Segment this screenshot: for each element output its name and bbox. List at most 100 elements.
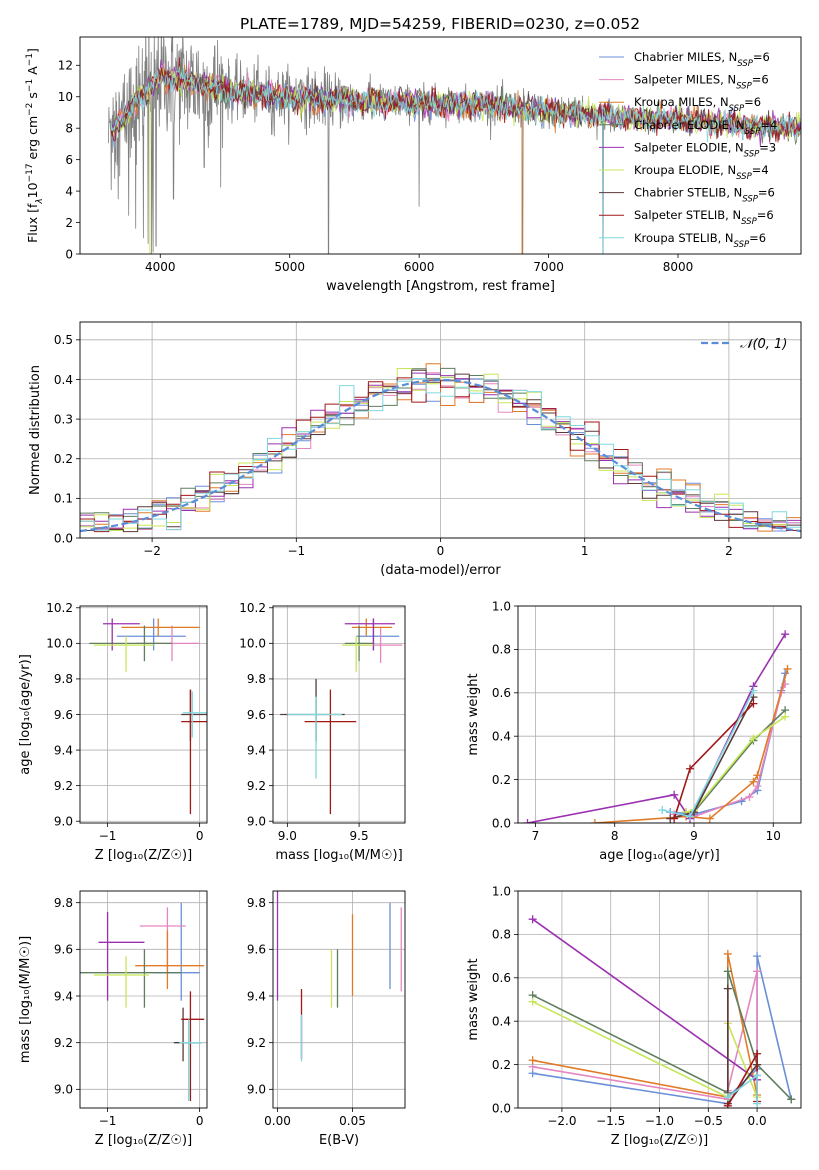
tick-label-x: −1	[99, 1114, 117, 1128]
legend-label-part: SSP	[745, 127, 761, 137]
legend-label: Chabrier MILES, NSSP=6	[634, 50, 770, 69]
plus-marker	[753, 1071, 762, 1080]
tick-label-y: 9.2	[54, 1036, 73, 1050]
tick-label-x: −2	[143, 544, 161, 558]
y-axis-label: Flux [fλ10−17 erg cm−2 s−1 A−1]	[25, 48, 45, 243]
x-axis-label: wavelength [Angstrom, rest frame]	[326, 279, 555, 294]
errorbar-point	[89, 625, 173, 662]
tick-label-y: 9.8	[54, 672, 73, 686]
tick-label-x: 5000	[274, 260, 305, 274]
axes-frame	[272, 890, 406, 1109]
tick-label-y: 0.1	[54, 492, 73, 506]
x-axis-label: Z [log₁₀(Z/Z☉)]	[611, 1133, 708, 1148]
tick-label-y: 0.5	[54, 333, 73, 347]
plus-marker	[753, 967, 762, 976]
tick-label-x: −1.0	[645, 1114, 674, 1128]
plus-marker	[528, 997, 537, 1006]
tick-label-y: 0.6	[492, 686, 511, 700]
axes-spectrum: 4000 5000 6000 7000 8000 0 2 4 6 8 10 12 wavelength …	[25, 36, 802, 294]
plus-marker	[670, 814, 679, 823]
tick-label-y: 9.4	[54, 989, 73, 1003]
plot-area-weight_vs_Z	[528, 915, 796, 1108]
tick-label-y: 9.6	[54, 943, 73, 957]
tick-label-y: 0.0	[492, 1101, 511, 1115]
tick-label-x: 0	[196, 829, 204, 843]
y-axis-label-part: ]	[25, 48, 40, 53]
residual-histogram	[80, 378, 801, 538]
errorbar-point	[304, 689, 357, 815]
tick-label-y: 0.3	[54, 412, 73, 426]
tick-label-x: 10	[766, 829, 781, 843]
plus-marker	[781, 630, 790, 639]
y-axis-label: mass weight	[466, 673, 481, 755]
legend-label-part: Chabrier MILES, N	[634, 50, 737, 64]
plus-marker	[705, 814, 714, 823]
tick-label-y: 9.8	[247, 672, 266, 686]
errorbar-point	[183, 691, 207, 738]
axes-frame	[79, 36, 802, 255]
errorbar-point	[80, 949, 182, 1008]
legend-label-part: Kroupa STELIB, N	[634, 231, 734, 245]
tick-label-y: 9.4	[54, 743, 73, 757]
axes-mass_vs_ebv: 0.00 0.05 9.0 9.2 9.4 9.6 9.8 E(B-V)	[247, 890, 406, 1148]
plus-marker	[749, 777, 758, 786]
tick-label-x: 0.00	[264, 1114, 291, 1128]
tick-label-x: 4000	[145, 260, 176, 274]
tick-label-y: 9.8	[54, 896, 73, 910]
legend-label-part: Chabrier ELODIE, N	[634, 118, 745, 132]
tick-label-x: 7000	[533, 260, 564, 274]
plus-marker	[723, 967, 732, 976]
plus-marker	[753, 1099, 762, 1108]
x-axis-label: (data-model)/error	[380, 563, 501, 578]
legend-label: Kroupa MILES, NSSP=6	[634, 95, 761, 114]
tick-label-y: 1.0	[492, 599, 511, 613]
errorbar-point	[93, 956, 150, 1008]
legend-label-part: =4	[752, 163, 769, 177]
plus-marker	[749, 686, 758, 695]
tick-label-y: 9.0	[247, 815, 266, 829]
axes-frame	[517, 605, 802, 824]
tick-label-y: 0.2	[492, 1058, 511, 1072]
y-axis-label-part: erg cm	[25, 116, 40, 164]
tick-label-x: 0	[437, 544, 445, 558]
legend-label-part: SSP	[736, 172, 752, 182]
normal-curve	[80, 378, 801, 533]
x-axis-label: E(B-V)	[319, 1133, 359, 1148]
errorbar-point	[98, 912, 145, 1001]
errorbar-point	[181, 689, 207, 815]
y-axis-label-part: −2	[25, 103, 35, 116]
plot-area-mass_vs_Z	[80, 902, 205, 1101]
axes-frame	[79, 321, 802, 539]
plus-marker	[723, 984, 732, 993]
plus-marker	[723, 949, 732, 958]
axes-age_vs_mass: 9.0 9.5 9.0 9.2 9.4 9.6 9.8 10.0 10.2 mass [log₁₀…	[239, 601, 406, 863]
tick-label-y: 0.8	[492, 928, 511, 942]
legend-label-part: Kroupa ELODIE, N	[634, 163, 736, 177]
legend-label-part: SSP	[737, 59, 753, 69]
tick-label-y: 12	[58, 59, 73, 73]
legend-label-part: =3	[759, 140, 776, 154]
tick-label-y: 9.4	[247, 743, 266, 757]
x-axis-label: mass [log₁₀(M/M☉)]	[275, 848, 402, 863]
tick-label-y: 9.6	[54, 708, 73, 722]
tick-label-x: −1	[99, 829, 117, 843]
errorbar-point	[341, 636, 374, 672]
legend-label-part: =6	[744, 95, 761, 109]
legend-label-part: SSP	[741, 217, 757, 227]
tick-label-x: 0	[196, 1114, 204, 1128]
axes-frame	[272, 605, 406, 824]
tick-label-y: 9.2	[247, 1036, 266, 1050]
tick-label-x: 8000	[663, 260, 694, 274]
errorbar-point	[93, 636, 154, 672]
x-axis-label: age [log₁₀(age/yr)]	[599, 848, 720, 863]
legend-label: Chabrier STELIB, NSSP=6	[634, 186, 775, 205]
plus-marker	[723, 1101, 732, 1108]
tick-label-y: 9.0	[54, 815, 73, 829]
y-axis-label-part: s	[25, 92, 40, 103]
errorbar-point	[344, 625, 374, 662]
legend-label: Kroupa ELODIE, NSSP=4	[634, 163, 769, 182]
plus-marker	[783, 664, 792, 673]
tick-label-y: 0.4	[492, 730, 511, 744]
